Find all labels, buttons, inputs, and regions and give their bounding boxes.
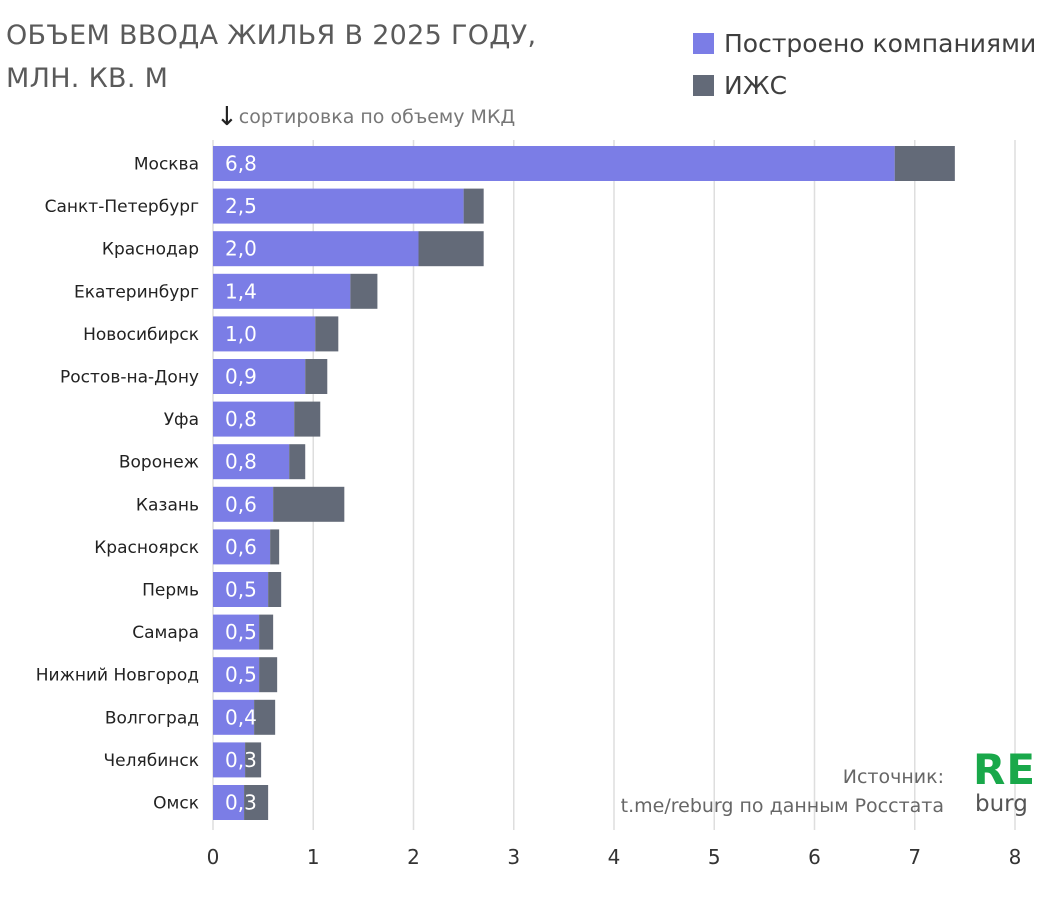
sort-note: ↓ сортировка по объему МКД: [216, 104, 515, 130]
x-tick-label: 6: [808, 845, 821, 869]
bar-built: [213, 614, 260, 650]
x-tick-label: 2: [407, 845, 420, 869]
bar-data-label: 1,4: [225, 279, 257, 303]
bar-izhs: [259, 657, 278, 693]
x-tick-label: 7: [908, 845, 921, 869]
bar-izhs: [418, 231, 484, 267]
category-label: Санкт-Петербург: [45, 197, 199, 217]
legend-swatch-izhs: [693, 74, 714, 96]
sort-note-text: сортировка по объему МКД: [238, 106, 516, 128]
bar-data-label: 2,0: [225, 237, 257, 261]
bar-izhs: [273, 486, 345, 522]
bar-built: [213, 273, 351, 309]
bar-built: [213, 486, 274, 522]
bar-data-label: 0,3: [225, 748, 257, 772]
logo-burg-text: burg: [975, 791, 1028, 817]
source-label: Источник:: [842, 766, 944, 788]
bar-built: [213, 572, 269, 607]
category-label: Ростов-на-Дону: [60, 368, 199, 388]
category-label: Омск: [153, 794, 199, 814]
legend: Построено компаниями ИЖС: [693, 22, 1036, 106]
category-label: Казань: [136, 495, 199, 515]
bar-data-label: 1,0: [225, 322, 257, 346]
legend-item-built: Построено компаниями: [693, 22, 1036, 64]
legend-item-izhs: ИЖС: [693, 64, 1036, 106]
bar-data-label: 0,5: [225, 620, 257, 644]
bar-data-label: 6,8: [225, 152, 257, 176]
legend-label-built: Построено компаниями: [724, 28, 1037, 58]
bar-data-label: 0,5: [225, 663, 257, 687]
x-tick-label: 5: [708, 845, 721, 869]
bar-built: [213, 444, 290, 480]
bar-izhs: [268, 572, 282, 607]
x-tick-label: 0: [207, 845, 220, 869]
logo-re-text: RE: [973, 745, 1037, 794]
bar-izhs: [350, 273, 378, 309]
category-label: Нижний Новгород: [36, 666, 199, 686]
category-label: Новосибирск: [83, 325, 199, 345]
bar-built: [213, 359, 306, 394]
bar-built: [213, 188, 464, 224]
legend-label-izhs: ИЖС: [724, 70, 788, 100]
reburg-logo: RE burg: [973, 745, 1037, 817]
bar-built: [213, 699, 255, 735]
bar-izhs: [294, 401, 321, 437]
legend-swatch-built: [693, 32, 714, 54]
bar-data-label: 0,6: [225, 535, 257, 559]
bar-built: [213, 231, 419, 267]
bar-data-label: 0,6: [225, 492, 257, 516]
bar-data-label: 0,8: [225, 407, 257, 431]
bar-izhs: [289, 444, 306, 480]
x-tick-label: 8: [1009, 845, 1022, 869]
category-label: Волгоград: [105, 708, 199, 728]
bar-izhs: [315, 316, 339, 352]
bar-izhs: [259, 614, 274, 650]
bar-built: [213, 785, 245, 820]
bar-data-label: 2,5: [225, 194, 257, 218]
bar-built: [213, 657, 260, 693]
chart-title-line2: МЛН. КВ. М: [6, 63, 169, 94]
bar-built: [213, 316, 316, 352]
bar-built: [213, 401, 295, 437]
bar-izhs: [245, 742, 262, 778]
bar-data-label: 0,3: [225, 791, 257, 815]
category-label: Краснодар: [102, 240, 199, 260]
bar-izhs: [894, 146, 955, 181]
chart-title-line1: ОБЪЕМ ВВОДА ЖИЛЬЯ В 2025 ГОДУ,: [6, 20, 537, 51]
category-label: Москва: [134, 155, 199, 175]
bar-built: [213, 529, 271, 565]
category-label: Уфа: [164, 410, 199, 430]
bar-data-label: 0,8: [225, 450, 257, 474]
bar-izhs: [463, 188, 484, 224]
source-link: t.me/reburg по данным Росстата: [620, 795, 944, 817]
x-tick-label: 4: [608, 845, 621, 869]
category-label: Красноярск: [94, 538, 199, 558]
bar-data-label: 0,9: [225, 365, 257, 389]
category-label: Воронеж: [119, 453, 199, 473]
x-tick-label: 1: [307, 845, 320, 869]
category-label: Челябинск: [104, 751, 199, 771]
bar-data-label: 0,4: [225, 705, 257, 729]
bar-izhs: [244, 785, 269, 820]
source-note: Источник: t.me/reburg по данным Росстата: [621, 763, 944, 821]
bar-data-label: 0,5: [225, 578, 257, 602]
category-label: Самара: [132, 623, 199, 643]
category-label: Пермь: [142, 581, 199, 601]
x-tick-label: 3: [507, 845, 520, 869]
chart-title: ОБЪЕМ ВВОДА ЖИЛЬЯ В 2025 ГОДУ, МЛН. КВ. …: [6, 14, 566, 100]
bar-built: [213, 742, 246, 778]
bar-izhs: [305, 359, 328, 394]
bar-built: [213, 146, 895, 181]
bar-izhs: [270, 529, 280, 565]
bar-izhs: [254, 699, 276, 735]
down-arrow-icon: ↓: [216, 102, 238, 132]
category-label: Екатеринбург: [74, 282, 199, 302]
